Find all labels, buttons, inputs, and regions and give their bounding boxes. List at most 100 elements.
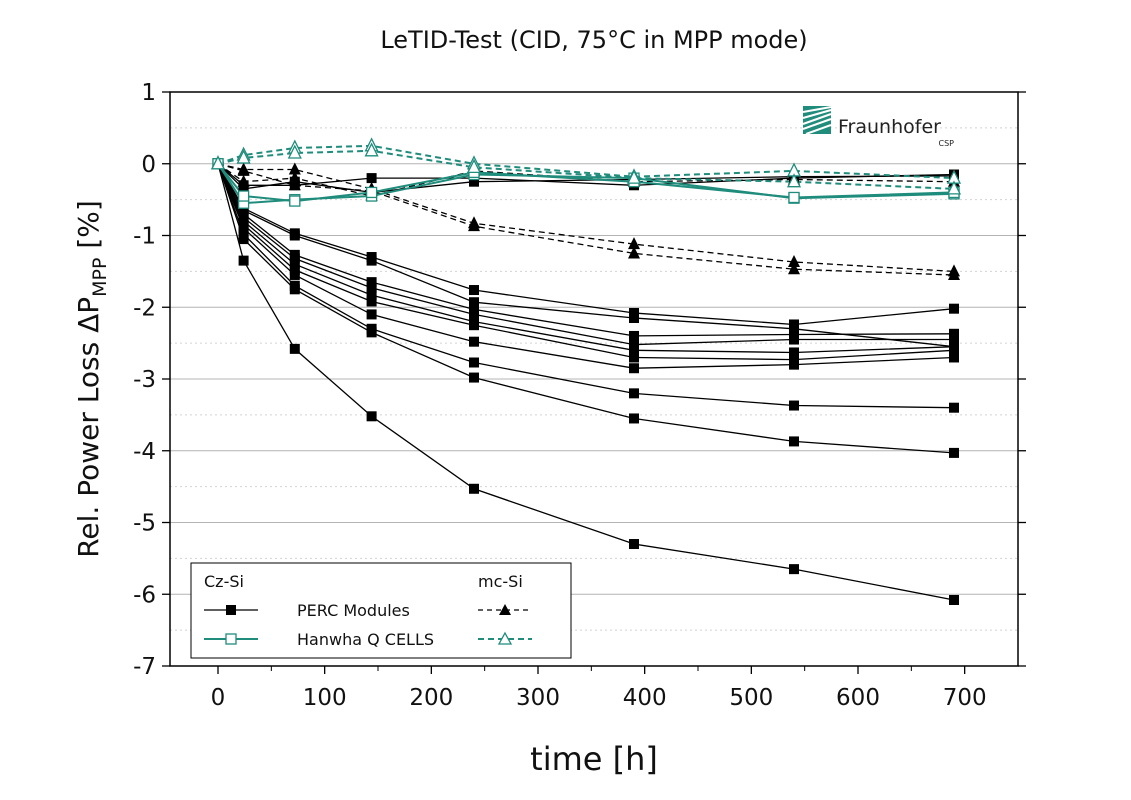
data-point-square: [629, 345, 639, 356]
y-axis-label-main: Rel. Power Loss ΔP: [72, 297, 105, 558]
series-line: [217, 163, 955, 354]
data-point-triangle-open: [236, 149, 251, 164]
y-tick-label: -2: [133, 295, 156, 321]
data-point-triangle-open: [786, 173, 802, 188]
data-point-square: [789, 319, 799, 330]
data-point-triangle: [468, 219, 480, 232]
legend-symbol-hanwha-mc: [478, 631, 532, 645]
data-point-triangle: [948, 267, 960, 280]
data-point-triangle: [628, 237, 640, 250]
y-tick-label: -1: [133, 224, 156, 250]
data-point-square: [289, 264, 300, 275]
data-point-square: [949, 303, 959, 314]
x-tick-label: 500: [729, 685, 773, 711]
data-point-square: [366, 296, 377, 307]
data-point-square: [238, 255, 249, 266]
y-tick-label: -3: [133, 367, 156, 393]
series-line: [217, 163, 955, 194]
y-axis-label-subscript: MPP: [89, 258, 111, 297]
data-point-square: [949, 352, 959, 363]
data-point-triangle: [288, 162, 301, 175]
data-point-triangle-open: [626, 169, 642, 184]
data-point-triangle: [788, 262, 800, 275]
series-line: [217, 163, 955, 361]
data-point-square: [289, 259, 300, 270]
y-tick-label: 1: [141, 80, 156, 106]
x-tick-label: 600: [836, 685, 880, 711]
legend-label-perc: PERC Modules: [297, 601, 410, 620]
data-point-square: [789, 354, 799, 365]
data-point-triangle-open: [210, 155, 226, 170]
data-point-square: [238, 183, 249, 194]
data-point-square-open: [788, 191, 800, 204]
series-line: [217, 163, 954, 346]
y-axis-label-unit: [%]: [72, 200, 105, 257]
x-tick-label: 200: [409, 685, 453, 711]
y-tick-label: -6: [133, 582, 156, 608]
y-tick-label: -7: [133, 654, 156, 680]
data-point-square: [949, 341, 959, 352]
series-line: [217, 149, 955, 190]
legend-header-mc-si: mc-Si: [478, 572, 523, 591]
data-point-square-open: [237, 190, 250, 202]
data-point-triangle: [237, 174, 250, 187]
legend-symbol-perc-cz: [204, 605, 258, 615]
data-point-square: [469, 372, 479, 383]
series-line: [217, 144, 955, 180]
legend-label-hanwha: Hanwha Q CELLS: [297, 630, 434, 649]
series-line: [217, 163, 955, 454]
y-tick-label: -5: [133, 511, 156, 537]
series-line: [217, 163, 955, 276]
x-tick-label: 700: [943, 685, 987, 711]
data-point-square: [366, 290, 377, 301]
data-point-triangle-open: [364, 142, 379, 157]
series-line: [217, 163, 955, 197]
data-point-square: [289, 343, 300, 354]
data-point-square: [789, 436, 799, 447]
series-line: [217, 163, 955, 337]
legend: Cz-Si mc-Si PERC Modules Hanwha Q CELLS: [190, 562, 572, 659]
series-line: [217, 163, 955, 348]
data-point-square: [469, 309, 479, 320]
data-point-square: [469, 297, 479, 308]
data-point-square: [289, 228, 300, 239]
series-line: [217, 163, 955, 369]
data-point-square: [289, 269, 300, 280]
data-point-square: [629, 330, 639, 341]
series-line: [217, 163, 955, 273]
data-point-triangle-open: [466, 158, 482, 173]
chart-title: LeTID-Test (CID, 75°C in MPP mode): [380, 26, 807, 54]
data-point-square: [238, 229, 249, 240]
x-axis-label: time [h]: [530, 740, 658, 778]
data-point-square: [629, 307, 639, 318]
data-point-triangle-open: [287, 144, 302, 159]
data-point-square: [629, 313, 639, 324]
data-point-square: [289, 249, 300, 260]
data-point-triangle: [628, 246, 640, 259]
fraunhofer-logo: Fraunhofer CSP: [802, 106, 955, 148]
data-point-square: [789, 400, 799, 411]
logo-text: Fraunhofer: [838, 116, 941, 138]
data-point-square: [949, 328, 959, 339]
data-point-square: [629, 363, 639, 374]
legend-symbol-hanwha-cz: [204, 633, 258, 645]
data-point-square: [629, 339, 639, 350]
data-point-square: [949, 447, 959, 458]
legend-symbol-perc-mc: [478, 604, 532, 615]
data-point-square: [949, 594, 959, 605]
data-point-square: [789, 329, 799, 340]
data-point-square: [629, 388, 639, 399]
data-point-square: [366, 173, 377, 184]
data-point-square: [366, 252, 377, 263]
data-point-square: [789, 347, 799, 358]
series-line: [217, 163, 955, 601]
data-point-square: [629, 352, 639, 363]
x-tick-label: 0: [211, 685, 226, 711]
data-point-triangle: [288, 171, 301, 184]
y-tick-label: -4: [133, 439, 156, 465]
data-point-square: [238, 234, 249, 245]
logo-subtext: CSP: [939, 139, 955, 148]
data-point-square: [469, 316, 479, 327]
data-point-square: [366, 282, 377, 293]
